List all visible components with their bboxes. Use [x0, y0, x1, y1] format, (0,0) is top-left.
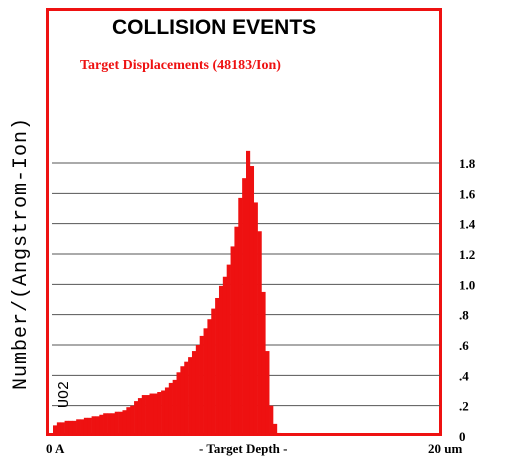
y-axis-label: Number/(Angstrom-Ion): [10, 116, 33, 390]
bar: [164, 387, 170, 436]
y-tick-label: 1.6: [459, 186, 476, 201]
bar: [257, 231, 262, 436]
bar: [68, 420, 73, 436]
bar: [184, 361, 189, 436]
y-tick-label: 0: [459, 429, 466, 444]
bar: [215, 297, 220, 436]
bar: [137, 398, 143, 436]
bar: [103, 413, 108, 436]
bar: [130, 405, 135, 436]
bar: [145, 395, 150, 436]
bar: [273, 423, 278, 436]
bar: [195, 345, 200, 436]
bar: [83, 417, 89, 436]
x-end-label: 20 um: [428, 441, 463, 456]
bar: [230, 246, 235, 436]
bar: [149, 393, 154, 436]
bar: [91, 416, 96, 436]
bar: [211, 308, 216, 436]
bar: [60, 422, 65, 436]
x-axis-label: - Target Depth -: [199, 441, 288, 456]
bar: [141, 395, 146, 436]
bar: [176, 372, 181, 436]
bar: [157, 392, 162, 436]
bar: [249, 166, 255, 437]
bar: [269, 405, 274, 436]
chart-title: COLLISION EVENTS: [112, 16, 317, 39]
y-tick-label: .2: [459, 399, 469, 414]
bar: [276, 432, 282, 436]
bar: [53, 425, 58, 436]
bar: [222, 276, 227, 436]
bar: [99, 414, 104, 436]
bar: [110, 413, 116, 436]
bar: [72, 420, 77, 436]
bar: [64, 420, 69, 436]
bar: [114, 411, 119, 436]
y-tick-label: 1.8: [459, 156, 476, 171]
bar: [172, 379, 177, 436]
bar: [246, 150, 251, 436]
bar: [56, 422, 62, 436]
bar: [253, 202, 258, 436]
bar: [180, 366, 185, 436]
bar: [122, 410, 127, 436]
bar: [207, 319, 212, 436]
bar: [126, 407, 131, 436]
bar: [242, 178, 247, 436]
bar: [226, 264, 231, 436]
y-tick-labels: 0 .2 .4 .6 .8 1.0 1.2 1.4 1.6 1.8: [459, 156, 476, 444]
bar: [161, 390, 166, 436]
bar: [265, 351, 270, 436]
bar: [199, 335, 204, 436]
bar: [234, 226, 239, 436]
bar: [188, 357, 193, 436]
bar: [261, 291, 266, 436]
x-start-label: 0 A: [46, 441, 65, 456]
chart-subtitle: Target Displacements (48183/Ion): [80, 58, 281, 73]
bar: [118, 411, 123, 436]
bar: [153, 393, 158, 436]
bar: [238, 197, 243, 436]
material-label: UO2: [56, 380, 73, 408]
bar: [134, 401, 139, 436]
y-tick-label: 1.2: [459, 247, 475, 262]
y-tick-label: .6: [459, 338, 469, 353]
bar: [107, 413, 112, 436]
y-tick-label: 1.4: [459, 217, 476, 232]
y-tick-label: .4: [459, 368, 469, 383]
bar: [218, 285, 224, 436]
bar: [95, 416, 100, 436]
bars: [53, 150, 282, 437]
y-tick-label: .8: [459, 308, 469, 323]
bar: [76, 419, 81, 436]
bar: [191, 351, 197, 436]
bar: [87, 417, 92, 436]
y-tick-label: 1.0: [459, 277, 475, 292]
bar: [168, 382, 173, 436]
bar: [203, 328, 208, 436]
bar: [80, 419, 85, 436]
